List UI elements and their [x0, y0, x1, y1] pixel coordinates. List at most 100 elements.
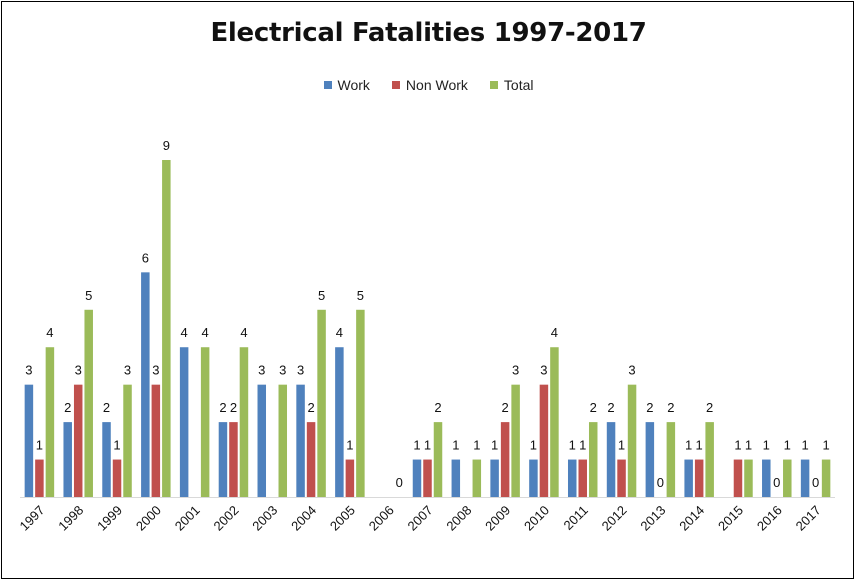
- x-tick-label-2010: 2010: [521, 503, 552, 534]
- data-label-total-1997: 4: [46, 325, 53, 340]
- data-label-work-2003: 3: [258, 363, 265, 378]
- data-label-work-2001: 4: [181, 325, 188, 340]
- bar-work-2011: [567, 459, 577, 497]
- bar-non-work-2015: [733, 459, 743, 497]
- data-label-work-1997: 3: [25, 363, 32, 378]
- bar-total-2014: [705, 422, 714, 497]
- x-tick-label-2003: 2003: [249, 503, 280, 534]
- bar-total-2008: [472, 459, 482, 497]
- data-label-work-1998: 2: [64, 400, 71, 415]
- data-label-non-work-2000: 3: [152, 363, 159, 378]
- x-tick-label-2008: 2008: [443, 503, 474, 534]
- data-label-non-work-1999: 1: [113, 438, 120, 453]
- data-label-total-2007: 2: [434, 400, 441, 415]
- data-label-total-2012: 3: [628, 363, 635, 378]
- data-label-work-2010: 1: [530, 438, 537, 453]
- bar-total-2005: [356, 309, 365, 497]
- data-label-non-work-2014: 1: [696, 438, 703, 453]
- bar-total-1998: [84, 309, 93, 497]
- data-label-total-2011: 2: [590, 400, 597, 415]
- data-label-work-2009: 1: [491, 438, 498, 453]
- x-tick-label-2000: 2000: [133, 503, 164, 534]
- data-label-total-1998: 5: [85, 288, 92, 303]
- data-label-total-2001: 4: [202, 325, 209, 340]
- data-label-non-work-2011: 1: [579, 438, 586, 453]
- data-label-total-2010: 4: [551, 325, 558, 340]
- chart-title: Electrical Fatalities 1997-2017: [210, 18, 647, 48]
- bar-work-2003: [257, 384, 267, 497]
- bar-total-2009: [511, 384, 520, 497]
- x-tick-label-2006: 2006: [366, 503, 397, 534]
- x-tick-label-2001: 2001: [172, 503, 203, 534]
- x-tick-label-1997: 1997: [16, 503, 47, 534]
- data-label-non-work-2017: 0: [812, 475, 819, 490]
- legend-swatch-total: [489, 81, 498, 89]
- data-label-non-work-2005: 1: [346, 438, 353, 453]
- data-label-non-work-2009: 2: [502, 400, 509, 415]
- bar-work-2010: [529, 459, 538, 497]
- bar-total-2011: [588, 422, 598, 497]
- data-label-non-work-2007: 1: [424, 438, 431, 453]
- data-label-total-2003: 3: [279, 363, 286, 378]
- data-label-work-2014: 1: [685, 438, 692, 453]
- legend-entry-total: Total: [489, 77, 533, 93]
- legend-entry-non-work: Non Work: [391, 77, 468, 93]
- bar-non-work-1998: [73, 384, 83, 497]
- data-label-total-2015: 1: [745, 438, 752, 453]
- data-label-work-2012: 2: [607, 400, 614, 415]
- data-label-non-work-2010: 3: [540, 363, 547, 378]
- data-label-non-work-2016: 0: [773, 475, 780, 490]
- data-label-non-work-1998: 3: [75, 363, 82, 378]
- data-label-total-2017: 1: [822, 438, 829, 453]
- x-tick-label-1999: 1999: [94, 503, 125, 534]
- bar-total-1997: [45, 347, 55, 497]
- bar-work-2005: [335, 347, 344, 497]
- x-tick-label-2017: 2017: [793, 503, 824, 534]
- bar-total-2000: [162, 160, 171, 497]
- data-label-total-2005: 5: [357, 288, 364, 303]
- bar-non-work-2000: [151, 384, 161, 497]
- x-tick-label-2002: 2002: [211, 503, 242, 534]
- bar-non-work-2010: [539, 384, 549, 497]
- data-label-work-2017: 1: [801, 438, 808, 453]
- bar-work-2004: [296, 384, 305, 497]
- x-tick-label-2005: 2005: [327, 503, 358, 534]
- legend-swatch-non-work: [391, 81, 400, 89]
- data-label-non-work-2015: 1: [734, 438, 741, 453]
- data-label-total-1999: 3: [124, 363, 131, 378]
- data-label-total-2009: 3: [512, 363, 519, 378]
- data-label-total-2013: 2: [667, 400, 674, 415]
- data-label-total-2006: 0: [396, 475, 403, 490]
- x-tick-label-2004: 2004: [288, 503, 319, 534]
- x-tick-label-2011: 2011: [560, 503, 590, 533]
- legend-label-work: Work: [337, 77, 370, 93]
- legend-label-non-work: Non Work: [405, 77, 468, 93]
- bar-non-work-2004: [306, 422, 316, 497]
- bar-non-work-2005: [345, 459, 355, 497]
- bar-total-2002: [239, 347, 249, 497]
- data-label-total-2000: 9: [163, 138, 170, 153]
- data-label-work-2007: 1: [413, 438, 420, 453]
- bar-work-1999: [102, 422, 111, 497]
- bar-non-work-2012: [617, 459, 626, 497]
- data-label-total-2016: 1: [784, 438, 791, 453]
- bar-total-2017: [821, 459, 831, 497]
- bar-work-2014: [684, 459, 693, 497]
- bar-non-work-2014: [694, 459, 704, 497]
- bar-total-2007: [433, 422, 443, 497]
- data-label-work-2005: 4: [336, 325, 343, 340]
- data-label-total-2014: 2: [706, 400, 713, 415]
- x-tick-label-2014: 2014: [676, 503, 707, 534]
- bar-non-work-1999: [112, 459, 122, 497]
- bar-total-2012: [627, 384, 637, 497]
- bar-total-2015: [744, 459, 753, 497]
- data-label-work-2016: 1: [763, 438, 770, 453]
- bar-non-work-2011: [578, 459, 587, 497]
- bar-work-2000: [141, 272, 150, 497]
- data-label-total-2002: 4: [240, 325, 247, 340]
- data-label-total-2008: 1: [473, 438, 480, 453]
- data-label-non-work-2004: 2: [307, 400, 314, 415]
- bar-work-2009: [490, 459, 499, 497]
- bar-work-2002: [218, 422, 228, 497]
